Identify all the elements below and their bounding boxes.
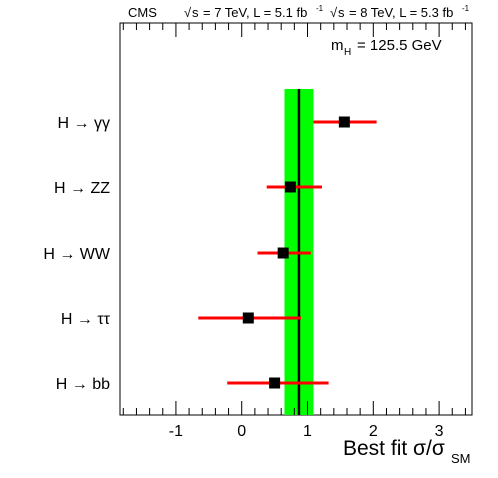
sqrt-s-7: s [192,5,199,20]
sqrt-s-8: s [338,5,345,20]
data-point [338,116,350,128]
lumi-8tev-label: √ s = 8 TeV, L = 5.3 fb -1 [330,4,470,20]
lumi-8-text: = 8 TeV, L = 5.3 fb [349,5,453,20]
channel-label: H → γγ [58,115,110,132]
data-point [242,312,254,324]
data-point [277,247,289,259]
data-point [284,181,296,193]
mass-annotation: m H = 125.5 GeV [331,37,442,58]
experiment-label: CMS [128,5,157,20]
channel-label: H → WW [43,246,111,263]
lumi-7-text: = 7 TeV, L = 5.1 fb [203,5,307,20]
lumi-8-exp: -1 [462,4,470,13]
svg-text:√: √ [330,5,338,20]
channel-label: H → bb [56,376,110,393]
channel-label: H → ττ [61,311,111,328]
x-tick-label: 0 [237,423,246,440]
x-tick-label: 3 [435,423,444,440]
lumi-7tev-label: √ s = 7 TeV, L = 5.1 fb -1 [184,4,324,20]
x-tick-label: -1 [169,423,183,440]
mass-value: = 125.5 GeV [357,37,442,54]
x-axis-title: Best fit σ/σ SM [343,437,471,466]
x-axis-title-main: Best fit σ/σ [343,437,445,460]
mass-sub: H [344,47,351,58]
x-axis-title-sub: SM [451,451,471,466]
lumi-7-exp: -1 [316,4,324,13]
svg-text:√: √ [184,5,192,20]
x-tick-label: 1 [303,423,312,440]
mass-prefix: m [331,37,344,54]
x-tick-label: 2 [369,423,378,440]
data-point [269,377,281,389]
channel-label: H → ZZ [54,180,110,197]
